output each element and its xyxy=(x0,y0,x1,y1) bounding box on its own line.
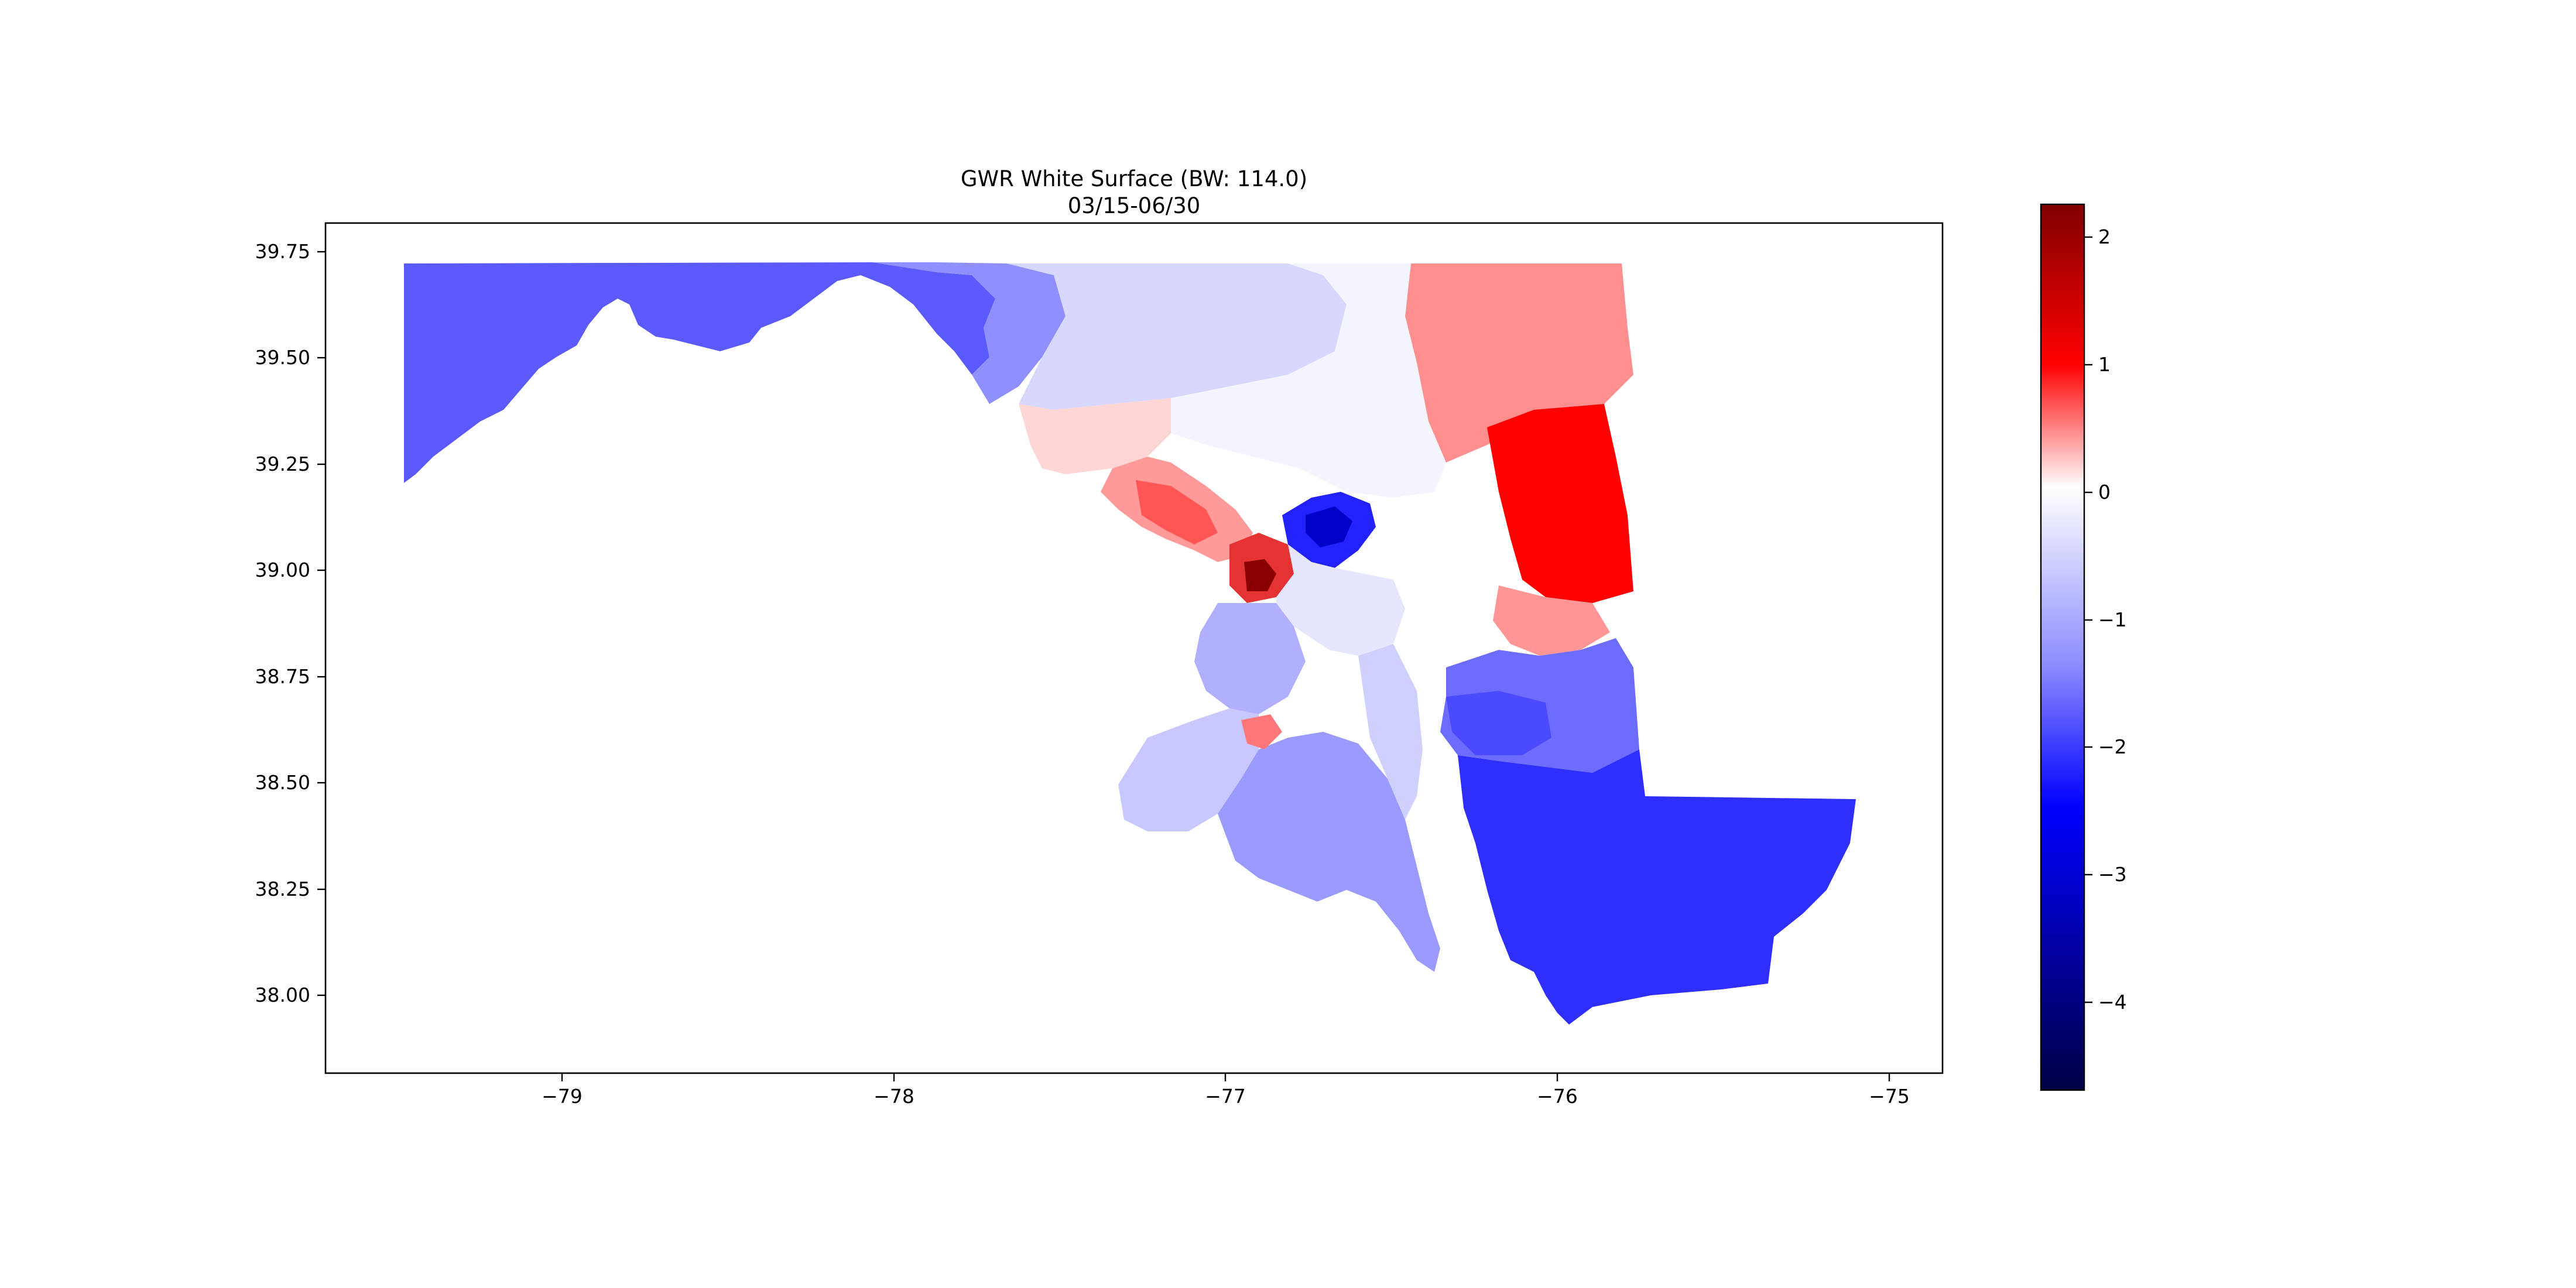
x-tick-label: −77 xyxy=(1205,1085,1246,1108)
y-tick-label: 38.00 xyxy=(255,984,310,1006)
y-tick-label: 38.50 xyxy=(255,771,310,794)
x-axis: −79 −78 −77 −76 −75 xyxy=(542,1073,1910,1108)
region-baltimore-county xyxy=(1171,263,1446,498)
x-tick-label: −75 xyxy=(1869,1085,1910,1108)
colorbar-tick-label: 2 xyxy=(2098,225,2111,248)
region-howard-west xyxy=(1019,398,1171,474)
colorbar-gradient xyxy=(2040,203,2085,1091)
region-small-red xyxy=(1241,714,1282,749)
x-tick-label: −78 xyxy=(873,1085,914,1108)
colorbar-tick-label: −4 xyxy=(2098,991,2127,1013)
region-anne-arundel-dark xyxy=(1306,506,1352,547)
region-calvert xyxy=(1358,644,1423,820)
x-tick-label: −79 xyxy=(542,1085,583,1108)
y-tick-label: 39.25 xyxy=(255,453,310,475)
chart-title-line1: GWR White Surface (BW: 114.0) xyxy=(961,166,1307,191)
region-dark-red-core xyxy=(1244,559,1276,591)
region-cecil-harford xyxy=(1405,263,1633,463)
chart-title-line2: 03/15-06/30 xyxy=(1068,193,1201,218)
x-tick-label: −76 xyxy=(1537,1085,1578,1108)
colorbar-tick-label: 1 xyxy=(2098,353,2111,376)
y-tick-label: 39.50 xyxy=(255,346,310,369)
region-eastern-bay-blue xyxy=(1446,691,1551,755)
region-bay-west xyxy=(1276,544,1405,656)
region-western-maryland xyxy=(404,262,995,483)
colorbar-tick-label: 0 xyxy=(2098,481,2111,503)
region-montgomery-core xyxy=(1136,480,1218,544)
y-tick-label: 38.75 xyxy=(255,665,310,688)
y-axis: 39.75 39.50 39.25 39.00 38.75 38.50 38.2… xyxy=(255,240,326,1006)
y-tick-label: 39.00 xyxy=(255,559,310,581)
region-charles-county xyxy=(1118,708,1259,831)
map-plot-area xyxy=(326,223,1943,1073)
region-kent-queen-annes xyxy=(1487,404,1633,603)
region-lower-shore xyxy=(1458,749,1856,1025)
region-pg-county xyxy=(1194,603,1306,714)
colorbar: 2 1 0 −1 −2 −3 −4 xyxy=(2040,203,2127,1091)
region-frederick-west xyxy=(872,262,1066,404)
colorbar-tick-label: −2 xyxy=(2098,735,2127,758)
region-talbot xyxy=(1493,585,1610,656)
region-southern-md xyxy=(1218,732,1440,972)
y-tick-label: 39.75 xyxy=(255,240,310,263)
y-tick-label: 38.25 xyxy=(255,878,310,900)
map-axes-frame xyxy=(324,222,1944,1074)
colorbar-tick-label: −3 xyxy=(2098,863,2127,886)
region-carroll-north xyxy=(1007,263,1347,410)
colorbar-tick-label: −1 xyxy=(2098,608,2127,631)
